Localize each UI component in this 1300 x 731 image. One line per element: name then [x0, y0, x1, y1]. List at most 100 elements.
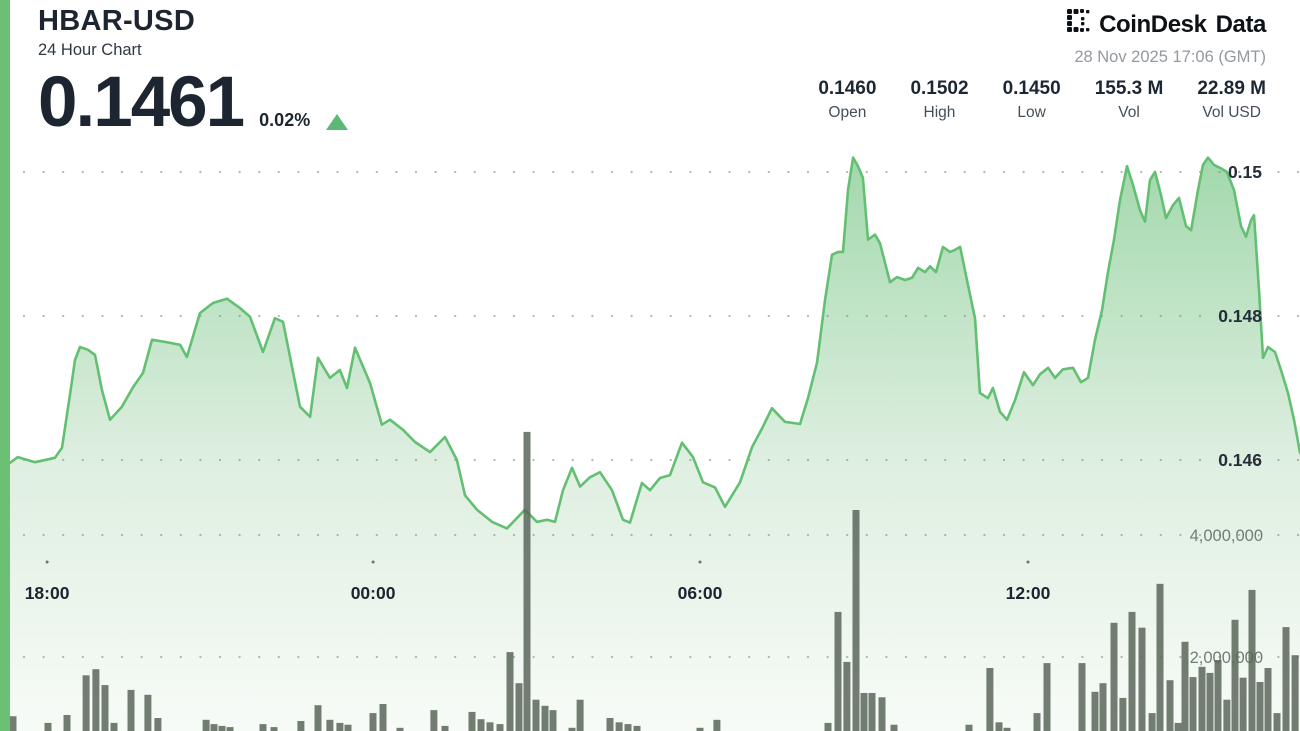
volume-bar [1264, 668, 1272, 731]
brand-logo: CoinDesk Data [818, 8, 1266, 41]
stat-high-label: High [923, 104, 956, 121]
volume-bar [549, 710, 557, 731]
volume-bar [1273, 713, 1281, 731]
symbol-title: HBAR-USD [38, 5, 196, 37]
volume-bar [532, 699, 540, 731]
stat-low: 0.1450 Low [1003, 78, 1061, 122]
volume-bar [82, 675, 90, 731]
volume-bar [441, 725, 449, 731]
volume-bar [1148, 713, 1156, 731]
volume-bar [127, 689, 135, 731]
stat-volume: 155.3 M Vol [1095, 78, 1164, 122]
up-triangle-icon [326, 114, 349, 131]
volume-bar [101, 685, 109, 731]
volume-bar [1033, 713, 1041, 731]
volume-bar [878, 697, 886, 731]
volume-bar [1078, 663, 1086, 731]
volume-bar [523, 431, 531, 731]
volume-bar [326, 719, 334, 731]
price-line-series [0, 156, 1300, 530]
volume-bar [1128, 611, 1136, 731]
volume-bar [1198, 666, 1206, 731]
volume-bar [1239, 677, 1247, 731]
volume-bar [834, 611, 842, 731]
stat-volume-label: Vol [1118, 104, 1140, 121]
price-tick-label: 0.146 [1218, 450, 1262, 470]
volume-bar [995, 722, 1003, 731]
volume-bar [379, 704, 387, 731]
price-axis-labels: 0.15 0.148 0.146 [1218, 162, 1262, 470]
header-right: CoinDesk Data 28 Nov 2025 17:06 (GMT) 0.1… [818, 8, 1266, 122]
volume-bars-series [9, 431, 1299, 731]
timestamp: 28 Nov 2025 17:06 (GMT) [1074, 48, 1266, 66]
accent-bar [0, 0, 10, 731]
volume-bar [568, 727, 576, 731]
volume-bar [1099, 683, 1107, 731]
stat-volume-value: 155.3 M [1094, 78, 1164, 99]
volume-bar [486, 722, 494, 731]
volume-bar [606, 718, 614, 731]
time-tick-label: 00:00 [351, 583, 396, 603]
coindesk-logo-icon [1066, 8, 1092, 41]
time-tick-label: 12:00 [1006, 583, 1051, 603]
volume-bar [1223, 699, 1231, 731]
time-tick-label: 06:00 [678, 583, 723, 603]
volume-bar [868, 693, 876, 731]
volume-bar [1282, 627, 1290, 731]
volume-bar [860, 693, 868, 731]
volume-bar [270, 727, 278, 731]
volume-tick-label: 4,000,000 [1190, 527, 1263, 545]
grid-dotted-lines [22, 170, 1300, 659]
stat-volume-usd-value: 22.89 M [1197, 78, 1266, 99]
volume-bar [1214, 660, 1222, 731]
volume-bar [226, 727, 234, 731]
volume-bar [210, 724, 218, 731]
volume-bar [144, 694, 152, 731]
volume-bar [218, 725, 226, 731]
volume-bar [297, 721, 305, 731]
volume-bar [1110, 622, 1118, 731]
volume-bar [1181, 641, 1189, 731]
x-axis-time-labels: 18:00 00:00 06:00 12:00 [25, 560, 1051, 603]
stat-high-value: 0.1502 [910, 78, 969, 99]
price-tick-label: 0.15 [1228, 162, 1262, 182]
volume-bar [430, 710, 438, 731]
volume-axis-labels: 4,000,000 2,000,000 [1190, 527, 1263, 667]
volume-bar [496, 724, 504, 731]
volume-bar [336, 722, 344, 731]
volume-bar [1256, 682, 1264, 731]
volume-bar [615, 722, 623, 731]
volume-bar [1166, 680, 1174, 731]
volume-bar [110, 722, 118, 731]
volume-bar [9, 716, 17, 731]
volume-bar [314, 705, 322, 731]
volume-bar [1138, 627, 1146, 731]
volume-bar [506, 652, 514, 731]
volume-bar [259, 724, 267, 731]
price-tick-label: 0.148 [1218, 306, 1262, 326]
volume-bar [92, 669, 100, 731]
volume-bar [1003, 727, 1011, 731]
volume-bar [890, 724, 898, 731]
volume-tick-label: 2,000,000 [1190, 649, 1263, 667]
current-price-row: 0.1461 0.02% [38, 67, 349, 138]
stat-low-value: 0.1450 [1002, 78, 1061, 99]
volume-bar [1156, 583, 1164, 731]
volume-bar [1174, 722, 1182, 731]
volume-bar [477, 719, 485, 731]
header-left: HBAR-USD 24 Hour Chart 0.1461 0.02% [38, 5, 349, 138]
volume-bar [1043, 663, 1051, 731]
volume-bar [1189, 677, 1197, 731]
volume-bar [852, 510, 860, 731]
stat-open-label: Open [828, 104, 867, 121]
volume-bar [154, 718, 162, 731]
volume-bar [1206, 672, 1214, 731]
volume-bar [1119, 697, 1127, 731]
brand-name-primary: CoinDesk [1099, 10, 1207, 38]
volume-bar [624, 724, 632, 731]
volume-bar [468, 711, 476, 731]
volume-bar [396, 727, 404, 731]
volume-bar [44, 722, 52, 731]
